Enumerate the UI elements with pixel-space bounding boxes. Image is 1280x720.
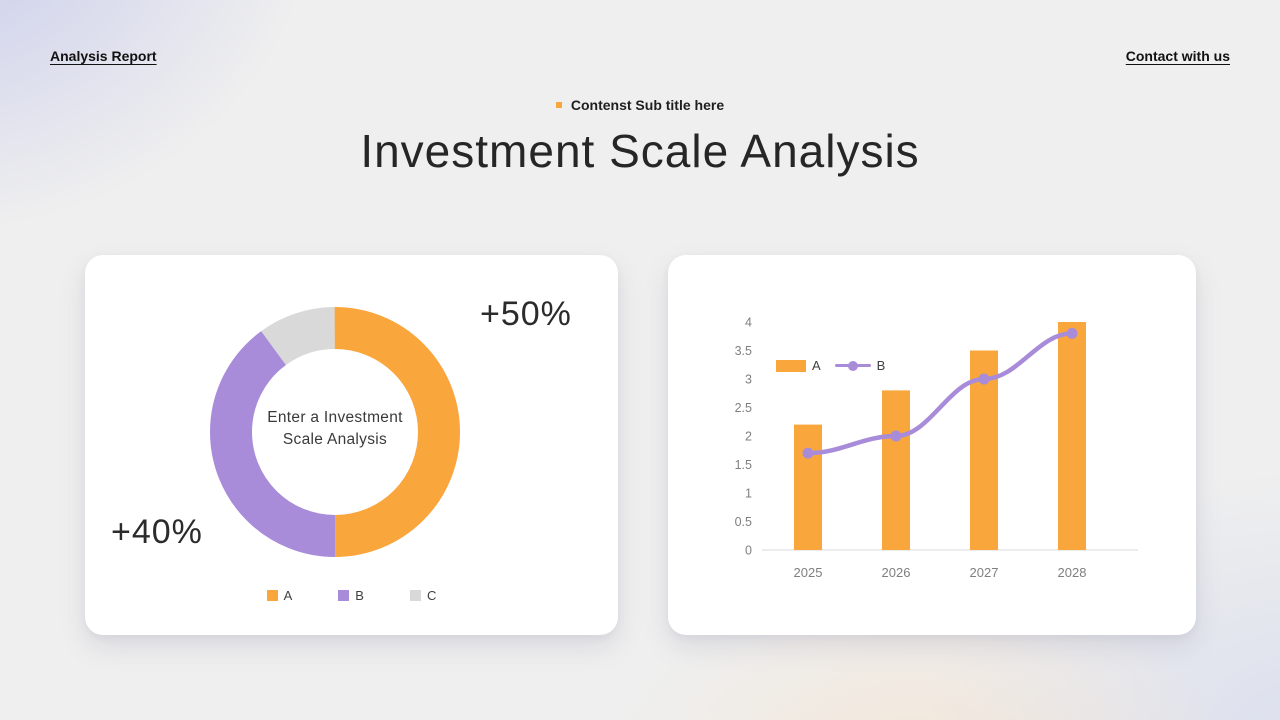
x-axis-tick: 2027 bbox=[970, 565, 999, 580]
donut-legend-item-A: A bbox=[266, 588, 293, 603]
bullet-square-icon bbox=[555, 102, 562, 108]
y-axis-tick: 0.5 bbox=[735, 515, 752, 529]
legend-swatch-icon bbox=[266, 590, 278, 601]
donut-slice-B bbox=[210, 307, 460, 557]
analysis-report-link[interactable]: Analysis Report bbox=[50, 48, 157, 64]
page-title: Investment Scale Analysis bbox=[360, 125, 920, 177]
y-axis-tick: 1 bbox=[745, 487, 752, 501]
y-axis-tick: 1.5 bbox=[735, 458, 752, 472]
donut-legend-item-B: B bbox=[338, 588, 364, 603]
x-axis-tick: 2025 bbox=[794, 565, 823, 580]
donut-center-text: Enter a Investment Scale Analysis bbox=[267, 409, 403, 449]
y-axis-tick: 0 bbox=[745, 544, 752, 558]
donut-legend: A B C bbox=[85, 588, 618, 603]
legend-bar-swatch-icon bbox=[776, 359, 806, 372]
legend-label: A bbox=[283, 588, 293, 603]
y-axis-tick: 2.5 bbox=[735, 401, 752, 415]
legend-label: C bbox=[426, 588, 437, 603]
y-axis-tick: 2 bbox=[745, 430, 752, 444]
line-marker-2025 bbox=[802, 447, 814, 459]
y-axis-tick: 3.5 bbox=[735, 344, 752, 358]
bar-legend-item-A: A bbox=[776, 358, 821, 373]
bar-2025 bbox=[794, 424, 822, 550]
contact-with-us-link[interactable]: Contact with us bbox=[1125, 48, 1230, 64]
bar-legend-item-B: B bbox=[834, 358, 886, 373]
legend-swatch-icon bbox=[409, 590, 421, 601]
legend-line-dot-icon bbox=[847, 360, 858, 371]
donut-chart bbox=[210, 307, 460, 557]
bar-2026 bbox=[882, 390, 910, 550]
donut-legend-item-C: C bbox=[409, 588, 437, 603]
subtitle-text: Contenst Sub title here bbox=[570, 97, 725, 113]
donut-callout-plus50: +50% bbox=[480, 295, 572, 333]
x-axis-tick: 2026 bbox=[882, 565, 911, 580]
bar-2028 bbox=[1058, 322, 1086, 550]
y-axis-tick: 4 bbox=[745, 316, 752, 330]
x-axis-tick: 2028 bbox=[1058, 565, 1087, 580]
donut-callout-plus40: +40% bbox=[111, 513, 203, 551]
legend-swatch-icon bbox=[338, 590, 350, 601]
legend-line-swatch-icon bbox=[834, 360, 871, 371]
line-marker-2027 bbox=[978, 373, 990, 385]
legend-label: B bbox=[355, 588, 364, 603]
legend-label: A bbox=[812, 358, 821, 373]
donut-slice-C bbox=[210, 307, 460, 557]
donut-chart-card: +50% +40% Enter a Investment Scale Analys… bbox=[85, 255, 618, 635]
line-marker-2026 bbox=[890, 430, 902, 442]
bar-line-chart: 0 0.5 1 1.5 2 2.5 3 3.5 4 2025 2026 2027 2028 bbox=[735, 316, 1138, 580]
y-axis-tick: 3 bbox=[745, 373, 752, 387]
line-series-B bbox=[805, 331, 1075, 456]
legend-label: B bbox=[876, 358, 886, 373]
line-marker-2028 bbox=[1066, 327, 1078, 339]
subtitle-row: Contenst Sub title here bbox=[0, 97, 1280, 113]
